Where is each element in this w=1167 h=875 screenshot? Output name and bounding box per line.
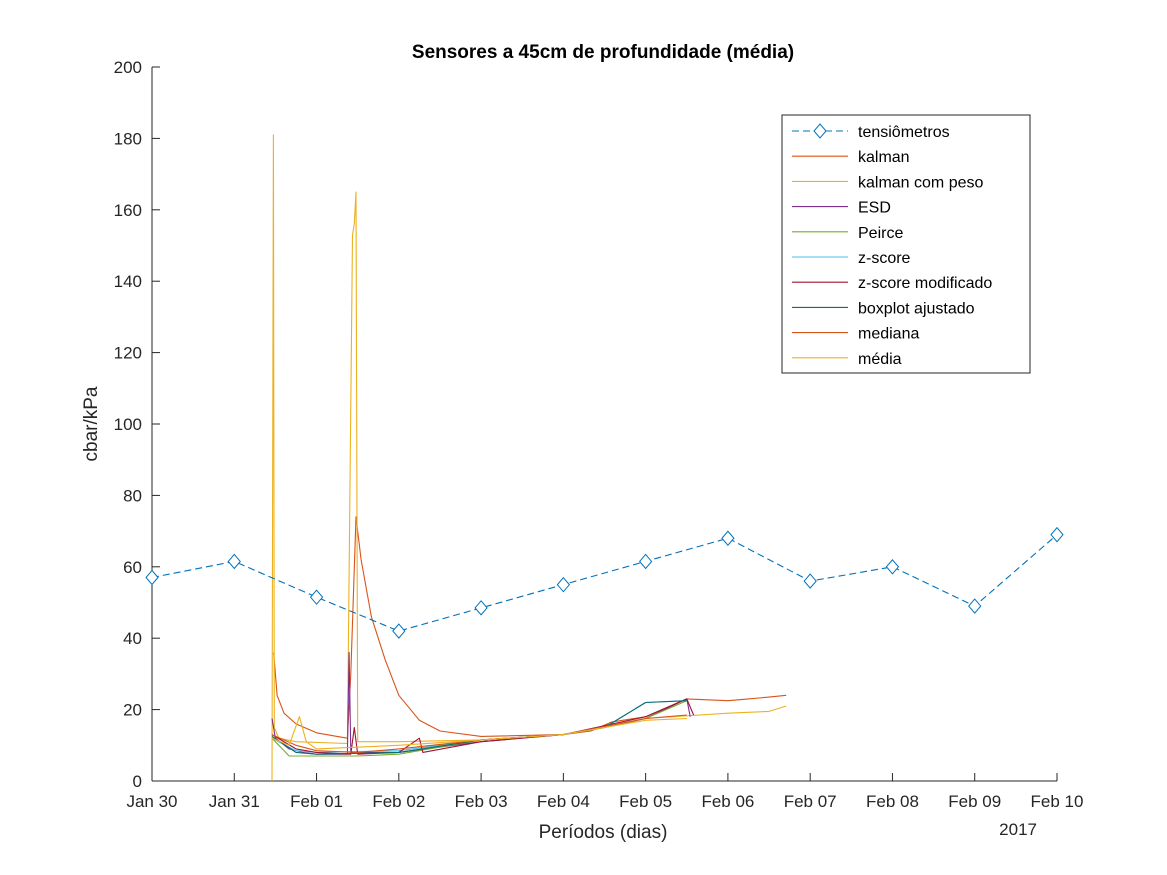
series-marker	[721, 530, 735, 547]
series-marker	[803, 573, 817, 589]
series-marker	[885, 559, 900, 575]
x-tick-label: Feb 09	[948, 792, 1001, 811]
x-tick-label: Feb 04	[537, 792, 590, 811]
legend-label: mediana	[858, 326, 919, 343]
legend-label: média	[858, 351, 902, 368]
y-tick-label: 180	[114, 129, 142, 148]
legend-label: z-score modificado	[858, 275, 992, 292]
y-tick-label: 40	[123, 629, 142, 648]
y-axis-ticks: 0 20 40 60 80 100 120 140 160 180 200	[114, 58, 160, 791]
x-tick-label: Feb 07	[784, 792, 837, 811]
series-marker	[227, 553, 241, 570]
x-tick-label: Feb 01	[290, 792, 343, 811]
x-axis-ticks: Jan 30 Jan 31 Feb 01 Feb 02 Feb 03 Feb 04 Feb …	[126, 773, 1083, 811]
legend-label: boxplot ajustado	[858, 300, 975, 317]
x-axis-year-label: 2017	[999, 820, 1037, 839]
series-line	[271, 700, 688, 757]
y-tick-label: 100	[114, 415, 142, 434]
x-tick-label: Feb 03	[455, 792, 508, 811]
legend-label: Peirce	[858, 225, 903, 242]
y-tick-label: 120	[114, 344, 142, 363]
series-marker	[968, 598, 982, 614]
y-tick-label: 80	[123, 486, 142, 505]
x-axis-label: Períodos (dias)	[539, 822, 668, 843]
series-marker	[474, 600, 488, 616]
series-marker	[1050, 526, 1064, 543]
legend-items: tensiômetros kalman kalman com peso ESD Peir…	[792, 123, 992, 368]
series-line	[271, 698, 695, 755]
x-tick-label: Feb 10	[1031, 792, 1084, 811]
y-tick-label: 140	[114, 272, 142, 291]
x-tick-label: Jan 31	[209, 792, 260, 811]
x-tick-label: Feb 02	[372, 792, 425, 811]
series-line	[271, 714, 687, 753]
legend-label: kalman	[858, 149, 910, 166]
series-marker	[309, 589, 324, 605]
legend: tensiômetros kalman kalman com peso ESD Peir…	[781, 114, 1031, 374]
legend-box	[781, 114, 1031, 374]
series-marker	[145, 569, 159, 586]
y-tick-label: 60	[123, 558, 142, 577]
series-marker	[638, 553, 653, 570]
plot-area: 0 20 40 60 80 100 120 140 160 180 200 Jan 30 Jan 31…	[114, 58, 1084, 811]
y-tick-label: 160	[114, 201, 142, 220]
y-tick-label: 20	[123, 701, 142, 720]
y-axis-label: cbar/kPa	[81, 386, 102, 461]
chart-title: Sensores a 45cm de profundidade (média)	[412, 42, 794, 63]
legend-label: kalman com peso	[858, 174, 983, 191]
y-tick-label: 0	[133, 772, 142, 791]
series-line	[271, 716, 687, 750]
series-marker	[556, 576, 571, 593]
legend-label: ESD	[858, 200, 891, 217]
legend-label: tensiômetros	[858, 124, 950, 141]
x-tick-label: Feb 05	[619, 792, 672, 811]
legend-marker	[813, 123, 827, 139]
x-tick-label: Feb 08	[866, 792, 919, 811]
series-line	[151, 534, 1058, 632]
y-tick-label: 200	[114, 58, 142, 77]
x-tick-label: Jan 30	[126, 792, 177, 811]
series-line	[271, 134, 787, 782]
legend-label: z-score	[858, 250, 911, 267]
series-layer	[145, 134, 1064, 782]
x-tick-label: Feb 06	[701, 792, 754, 811]
series-marker	[392, 623, 406, 639]
